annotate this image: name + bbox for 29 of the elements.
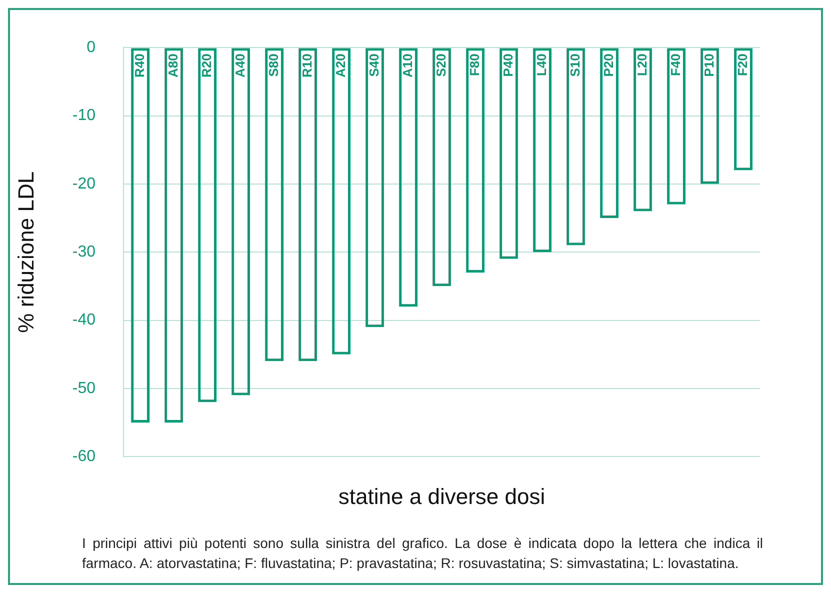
x-tick-label: P10 [701,54,716,77]
x-tick-label: F20 [734,54,750,76]
x-tick-label: S40 [366,54,382,77]
x-tick-label: A80 [165,54,180,78]
y-tick-label: 0 [86,39,96,56]
x-tick-label: L20 [634,54,650,76]
y-tick-label: -30 [72,244,96,261]
text: I principi attivi più potenti sono sulla sinistra del grafico. La dose è indicata dopo la lettera che indica il farmaco. A: atorvastatina; F: fluvastatina; P: pravastatina; R: rosuvastatina; S: simvastatina; L: lovastatina. [82,534,763,573]
x-tick-label: A40 [232,54,248,78]
x-tick-label: F80 [466,54,482,76]
y-tick-label: -40 [72,312,96,329]
x-axis-title: statine a diverse dosi [338,484,546,509]
x-tick-label: P40 [500,54,516,77]
x-tick-label: L40 [534,54,549,76]
y-axis-title: % riduzione LDL [13,171,38,333]
y-tick-label: -20 [72,175,96,192]
x-tick-label: P20 [600,54,616,77]
y-tick-label: -50 [72,380,96,397]
x-tick-label: R10 [299,54,314,78]
y-tick-label: -60 [72,448,96,466]
x-tick-label: A20 [332,54,348,78]
x-tick-label: A10 [400,54,415,78]
x-tick-label: S80 [266,54,281,77]
x-tick-label: R20 [198,54,214,78]
x-tick-label: R40 [132,54,147,78]
x-tick-label: S10 [567,54,582,77]
y-tick-label: -10 [72,107,96,124]
x-tick-label: F40 [668,54,683,76]
x-tick-label: S20 [433,54,448,77]
